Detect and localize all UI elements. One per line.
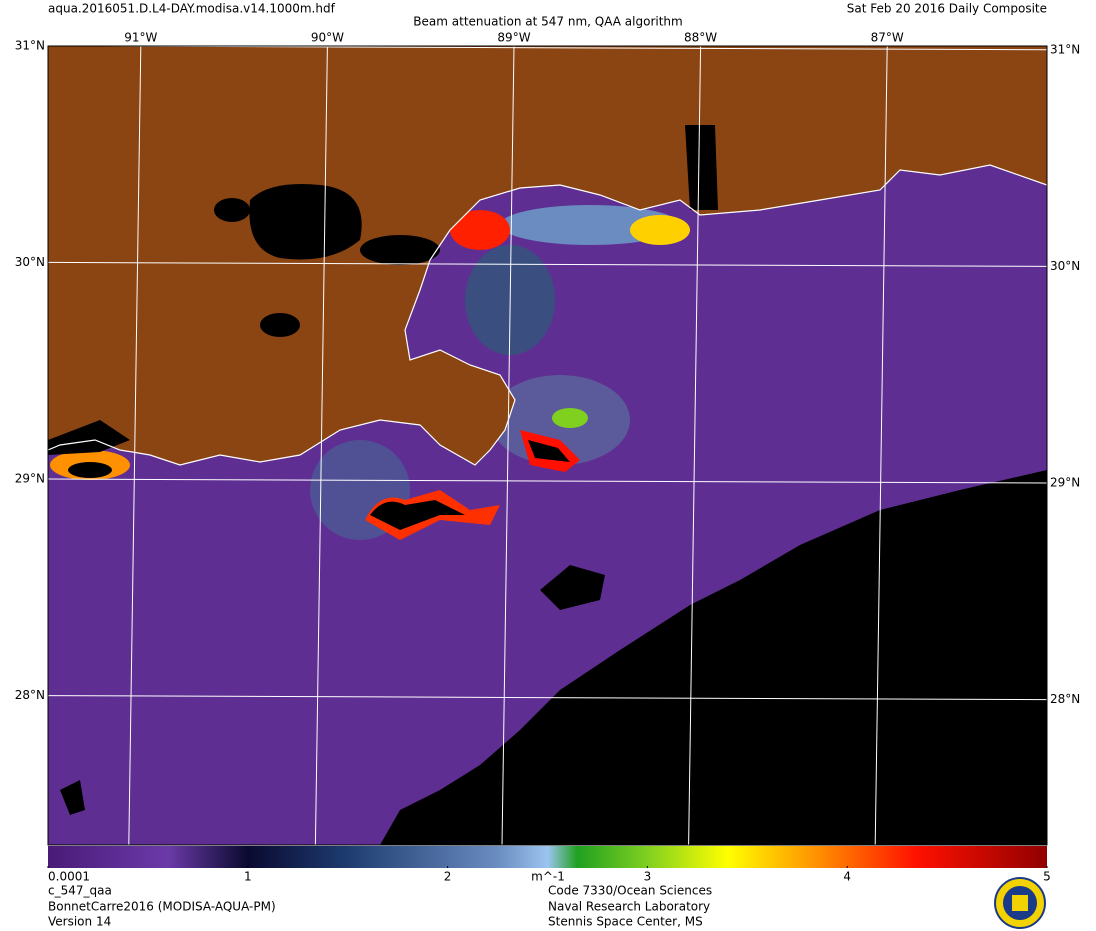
- logo: [994, 877, 1046, 929]
- bay: [685, 125, 718, 210]
- plume: [370, 500, 465, 530]
- lat-label: 28°N: [15, 688, 45, 702]
- plume: [68, 462, 112, 478]
- patch: [540, 565, 605, 610]
- footer-right: Stennis Space Center, MS: [548, 915, 703, 929]
- meridian: [688, 46, 702, 845]
- map-frame: [47, 45, 1048, 846]
- lat-label: 30°N: [1050, 259, 1080, 273]
- meridian: [314, 46, 328, 845]
- lat-label: 31°N: [15, 38, 45, 52]
- meridian: [501, 46, 515, 845]
- colorbar-label: 3: [644, 870, 652, 884]
- colorbar-label: 1: [244, 870, 252, 884]
- plume: [630, 215, 690, 245]
- footer-right: Code 7330/Ocean Sciences: [548, 884, 712, 898]
- date: Sat Feb 20 2016 Daily Composite: [847, 2, 1047, 16]
- lon-label: 90°W: [311, 31, 344, 45]
- coastline: [48, 164, 1047, 466]
- meridian: [128, 46, 142, 845]
- footer-right: Naval Research Laboratory: [548, 900, 710, 914]
- lon-label: 88°W: [684, 31, 717, 45]
- patch: [785, 559, 815, 571]
- deep-water: [60, 780, 85, 815]
- lon-label: 89°W: [497, 31, 530, 45]
- parallel: [48, 478, 1047, 484]
- colorbar-ticks: 0.0001 1 2 3 4 5: [47, 866, 1051, 884]
- footer-left: c_547_qaa: [48, 884, 112, 898]
- colorbar-label: 2: [444, 870, 452, 884]
- colorbar-unit: m^-1: [531, 870, 565, 884]
- lake: [214, 198, 250, 222]
- colorbar-label: 5: [1043, 870, 1051, 884]
- lake: [260, 313, 300, 337]
- land: [48, 46, 1047, 465]
- lat-label: 30°N: [15, 255, 45, 269]
- graticule-labels: 91°W 90°W 89°W 88°W 87°W 31°N 31°N 30°N 30°N 29°N…: [15, 31, 1081, 707]
- plume: [528, 440, 570, 462]
- title: Beam attenuation at 547 nm, QAA algorith…: [413, 15, 682, 29]
- plume: [552, 408, 588, 428]
- lake: [360, 235, 440, 265]
- lat-label: 29°N: [1050, 476, 1080, 490]
- meridian: [874, 46, 888, 845]
- footer-left: BonnetCarre2016 (MODISA-AQUA-PM): [48, 900, 276, 914]
- file-name: aqua.2016051.D.L4-DAY.modisa.v14.1000m.h…: [48, 2, 336, 16]
- plume: [450, 210, 510, 250]
- footer-left: Version 14: [48, 915, 111, 929]
- lat-label: 28°N: [1050, 692, 1080, 706]
- colorbar-label: 0.0001: [48, 870, 90, 884]
- parallel: [48, 261, 1047, 267]
- lat-label: 29°N: [15, 472, 45, 486]
- lat-label: 31°N: [1050, 42, 1080, 56]
- deep-water: [380, 470, 1047, 845]
- parallel: [48, 695, 1047, 701]
- lon-label: 87°W: [871, 31, 904, 45]
- lon-label: 91°W: [124, 31, 157, 45]
- colorbar: [48, 846, 1047, 868]
- colorbar-label: 4: [843, 870, 851, 884]
- lake: [249, 184, 362, 260]
- map: [48, 46, 1047, 845]
